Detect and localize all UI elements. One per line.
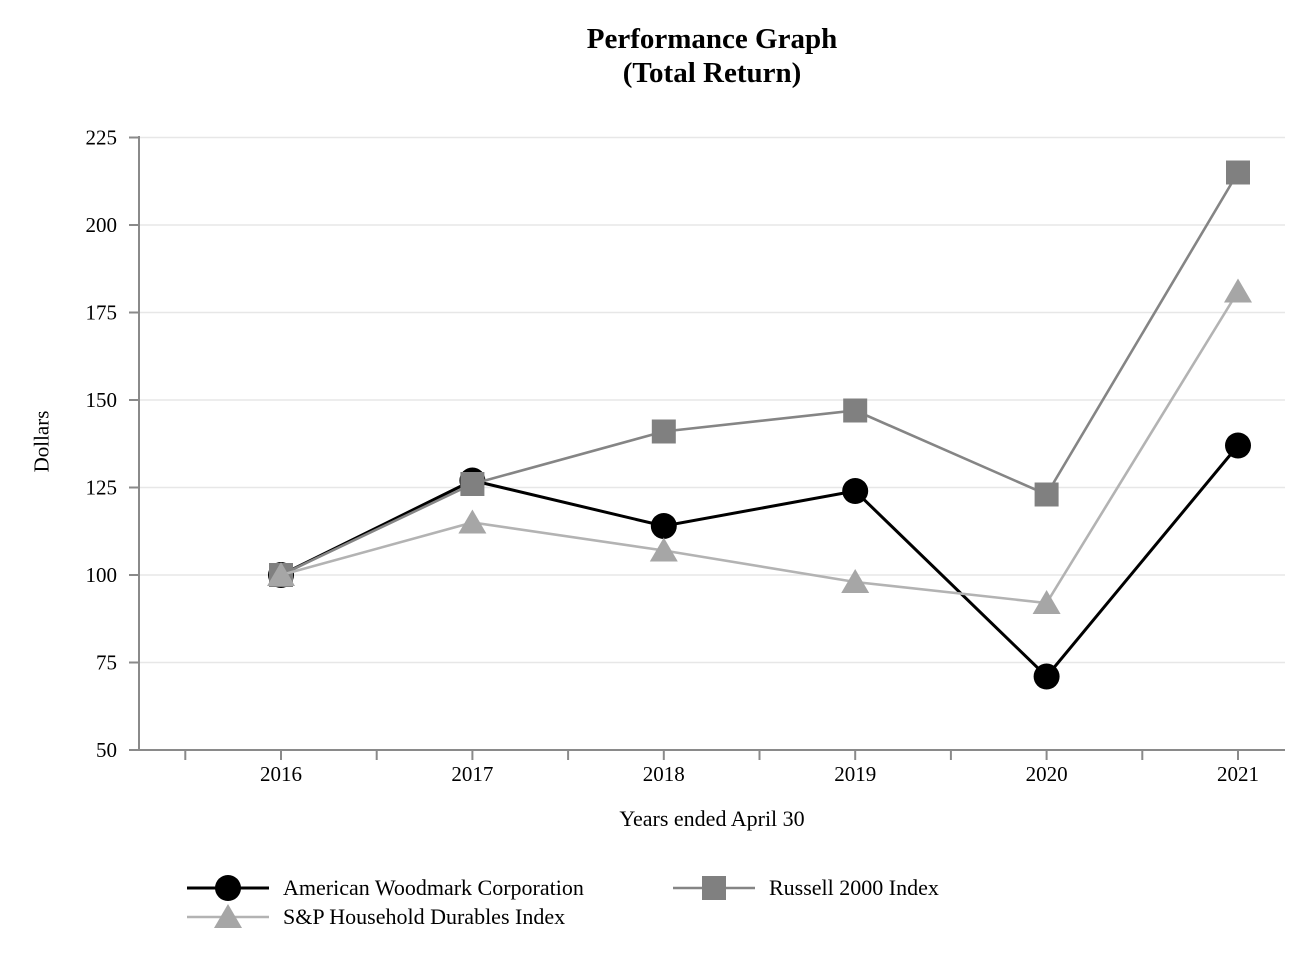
y-tick-label: 200 xyxy=(86,213,118,237)
x-tick-label: 2017 xyxy=(451,762,493,786)
series-circle xyxy=(268,432,1251,690)
line-chart-plot: 50 75 100 125 150 175 200 225 2016 2017 2018 2019 20… xyxy=(86,126,1285,787)
legend-item-sp-household-durables: S&P Household Durables Index xyxy=(183,900,565,934)
y-tick-label: 225 xyxy=(86,126,118,150)
gridlines xyxy=(139,136,1285,664)
data-point-marker-circle xyxy=(215,875,241,901)
axes xyxy=(129,136,1285,760)
data-point-marker-square xyxy=(702,876,726,900)
y-tick-label: 100 xyxy=(86,563,118,587)
legend-swatch-square xyxy=(673,876,755,900)
data-point-marker-triangle xyxy=(458,509,487,534)
y-axis-title: Dollars xyxy=(29,410,54,473)
series-line xyxy=(280,171,1240,577)
data-point-marker-square xyxy=(460,472,485,496)
legend-swatch-triangle xyxy=(187,904,269,928)
x-tick-label: 2020 xyxy=(1026,762,1068,786)
chart-title-line-1: Performance Graph xyxy=(586,23,838,55)
x-tick-label: 2021 xyxy=(1217,762,1259,786)
data-point-marker-triangle xyxy=(1032,590,1061,614)
data-point-marker-square xyxy=(1226,160,1250,185)
y-tick-label: 150 xyxy=(86,388,118,412)
data-point-marker-circle xyxy=(650,513,677,539)
x-axis-title: Years ended April 30 xyxy=(619,806,805,831)
y-tick-label: 75 xyxy=(96,651,117,675)
data-point-marker-triangle xyxy=(1224,278,1252,303)
legend-label: American Woodmark Corporation xyxy=(283,875,584,900)
x-tick-label: 2019 xyxy=(834,762,876,786)
chart-title: Performance Graph (Total Return) xyxy=(139,22,1285,90)
data-point-marker-square xyxy=(1034,482,1059,507)
tick-labels: 50 75 100 125 150 175 200 225 2016 2017 2018 2019 20… xyxy=(86,126,1260,787)
legend-label: Russell 2000 Index xyxy=(769,875,939,900)
data-point-marker-triangle xyxy=(841,569,870,593)
y-tick-label: 175 xyxy=(86,301,118,325)
data-point-marker-circle xyxy=(1033,663,1060,690)
series-line xyxy=(280,444,1240,679)
series-triangle xyxy=(267,278,1252,614)
data-point-marker-square xyxy=(843,398,868,423)
x-tick-label: 2016 xyxy=(260,762,302,786)
chart-title-line-2: (Total Return) xyxy=(622,57,802,89)
y-tick-label: 125 xyxy=(86,476,118,500)
legend-swatch-circle xyxy=(187,875,269,901)
legend-item-american-woodmark: American Woodmark Corporation xyxy=(183,871,584,905)
series-line xyxy=(280,290,1240,605)
series-layer xyxy=(267,160,1252,690)
y-tick-label: 50 xyxy=(96,738,117,762)
x-tick-label: 2018 xyxy=(643,762,685,786)
data-point-marker-triangle xyxy=(649,537,678,562)
series-square xyxy=(269,160,1250,587)
data-point-marker-circle xyxy=(842,478,869,504)
data-point-marker-triangle xyxy=(267,562,295,586)
legend-item-russell-2000: Russell 2000 Index xyxy=(669,871,939,905)
legend-label: S&P Household Durables Index xyxy=(283,904,566,929)
data-point-marker-circle xyxy=(1225,432,1251,459)
data-point-marker-square xyxy=(651,419,676,444)
data-point-marker-triangle xyxy=(214,904,242,928)
